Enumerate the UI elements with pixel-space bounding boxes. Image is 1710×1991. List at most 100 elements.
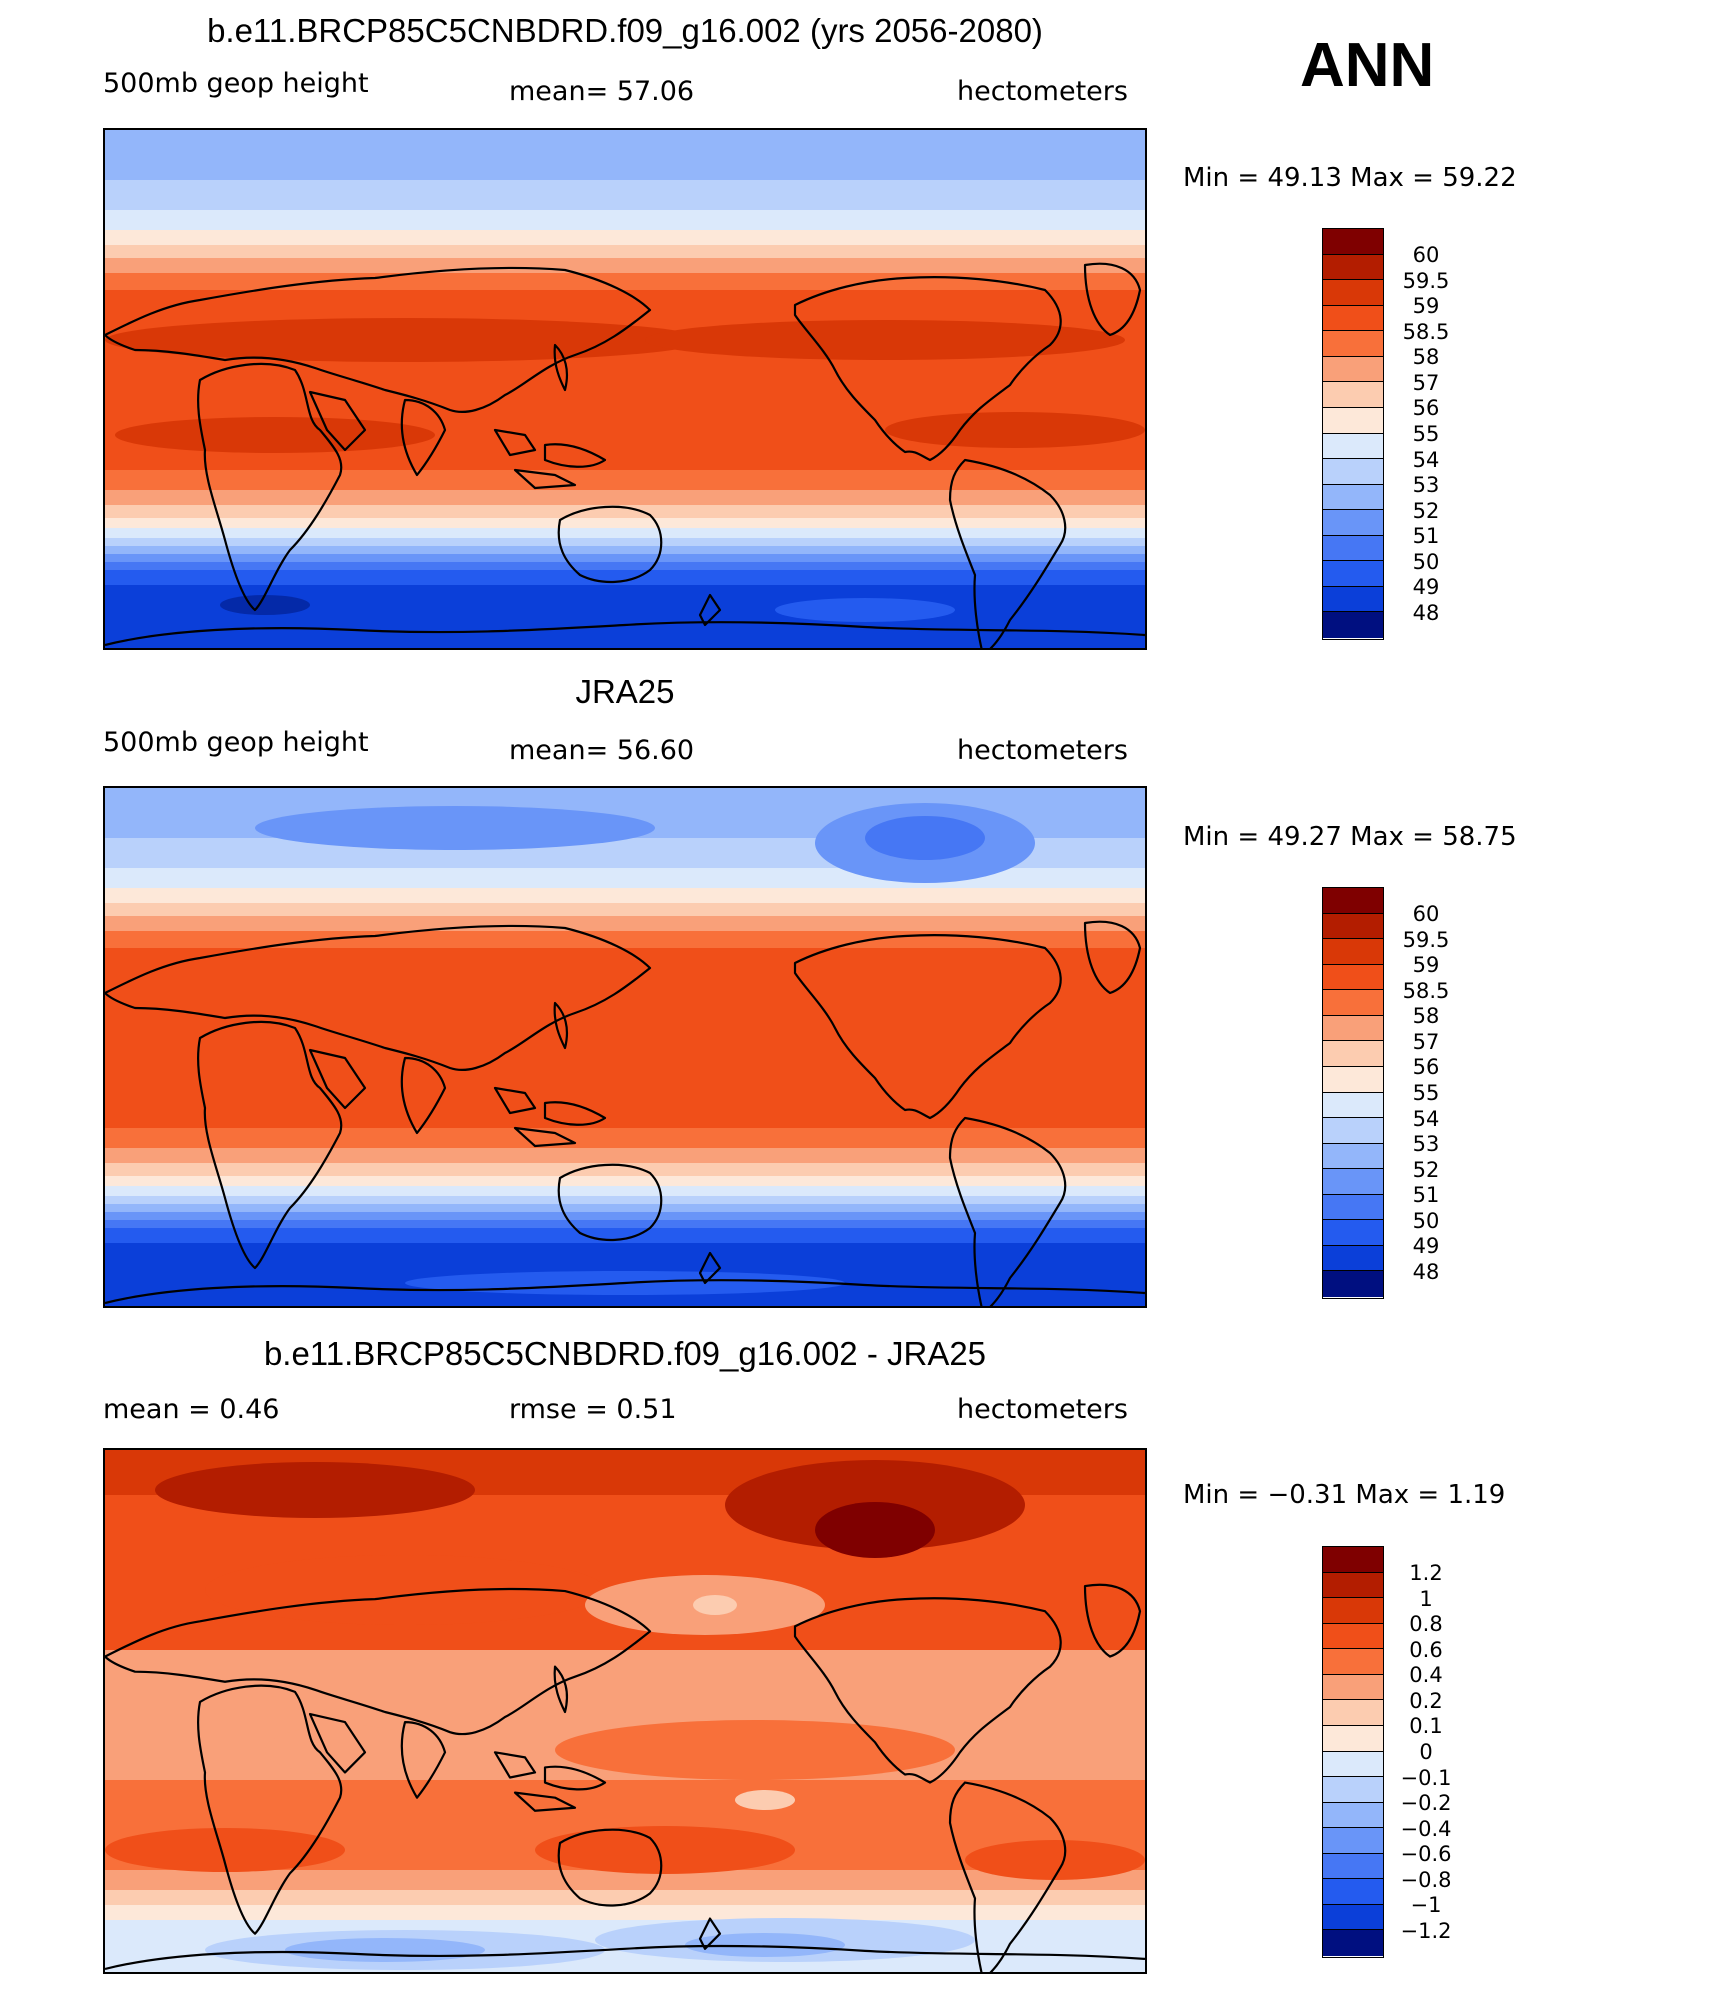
contour-blob	[775, 598, 955, 622]
contour-blob	[255, 806, 655, 850]
colorbar-label: 58	[1412, 1004, 1440, 1029]
coastline	[543, 1101, 607, 1126]
colorbar-label: 59.5	[1402, 927, 1450, 952]
colorbar-label: 48	[1412, 1259, 1440, 1284]
colorbar-label: 56	[1412, 396, 1440, 421]
colorbar-label: 0	[1419, 1740, 1433, 1764]
colorbar-swatch	[1323, 1066, 1383, 1093]
colorbar-swatch	[1323, 1271, 1383, 1297]
coastline	[1083, 920, 1142, 995]
contour-band	[105, 931, 1145, 949]
colorbar-label: 1	[1419, 1586, 1433, 1611]
colorbar-label: 53	[1412, 473, 1440, 498]
colorbar-swatch	[1323, 1802, 1383, 1829]
coastline	[557, 1828, 663, 1907]
contour-blob	[155, 1462, 475, 1518]
colorbar-label: 59	[1412, 953, 1440, 978]
coastline	[793, 276, 1062, 462]
coastline	[543, 443, 607, 468]
panel-1-mean-label: mean= 57.06	[509, 76, 695, 107]
contour-blob	[555, 1720, 955, 1780]
coastline-group	[105, 1583, 1145, 1972]
panel-1-colorbar	[1322, 228, 1384, 640]
contour-band	[105, 1228, 1145, 1244]
panel-1-contour-field	[105, 130, 1145, 648]
contour-band	[105, 1220, 1145, 1229]
colorbar-label: −1	[1410, 1893, 1442, 1918]
contour-band	[105, 273, 1145, 291]
colorbar-swatch	[1323, 1725, 1383, 1752]
coastline	[793, 1597, 1062, 1784]
colorbar-label: 54	[1412, 447, 1440, 472]
colorbar-label: 52	[1412, 1157, 1440, 1182]
panel-3-minmax: Min = −0.31 Max = 1.19	[1183, 1480, 1506, 1510]
colorbar-label: 60	[1412, 902, 1440, 927]
contour-band	[105, 230, 1145, 246]
panel-2-minmax: Min = 49.27 Max = 58.75	[1183, 822, 1517, 852]
contour-band	[105, 1148, 1145, 1164]
panel-1-title: b.e11.BRCP85C5CNBDRD.f09_g16.002 (yrs 20…	[207, 12, 1043, 49]
coastline	[513, 1126, 577, 1148]
contour-band	[105, 554, 1145, 563]
colorbar-label: 0.8	[1409, 1612, 1443, 1637]
coastline	[698, 1917, 722, 1950]
colorbar-label: 1.2	[1409, 1561, 1443, 1586]
colorbar-label: 60	[1412, 243, 1440, 268]
contour-band	[105, 538, 1145, 547]
panel-2-map	[103, 786, 1147, 1308]
coastline	[493, 1086, 537, 1115]
contour-band	[105, 1780, 1145, 1831]
colorbar-label: −0.6	[1400, 1842, 1452, 1867]
contour-band	[105, 570, 1145, 586]
colorbar-swatch	[1323, 382, 1383, 408]
contour-blob	[965, 1840, 1145, 1880]
coastline	[698, 1251, 722, 1285]
coastline	[308, 1712, 367, 1774]
contour-blob	[220, 595, 310, 615]
contour-band	[105, 1196, 1145, 1205]
contour-band	[105, 490, 1145, 506]
contour-blob	[115, 417, 435, 453]
panel-3-title: b.e11.BRCP85C5CNBDRD.f09_g16.002 - JRA25	[263, 1335, 987, 1372]
contour-band	[105, 1128, 1145, 1149]
colorbar-swatch	[1323, 1674, 1383, 1701]
coastline	[493, 1751, 537, 1779]
colorbar-swatch	[1323, 1169, 1383, 1195]
colorbar-swatch	[1323, 1751, 1383, 1778]
coastline	[197, 1020, 343, 1270]
contour-blob	[693, 1595, 737, 1615]
colorbar-swatch	[1323, 612, 1383, 638]
colorbar-label: 55	[1412, 1081, 1440, 1105]
coastline	[105, 1279, 1145, 1305]
panel-3-mean-label: mean = 0.46	[103, 1394, 280, 1425]
colorbar-label: 57	[1412, 370, 1440, 395]
colorbar-swatch	[1323, 1118, 1383, 1144]
colorbar-label: 57	[1412, 1029, 1440, 1054]
panel-1-units-label: hectometers	[957, 76, 1128, 107]
colorbar-swatch	[1323, 1777, 1383, 1803]
colorbar-label: −0.4	[1400, 1816, 1452, 1841]
colorbar-swatch	[1323, 254, 1383, 281]
coastline	[105, 1587, 652, 1736]
colorbar-label: 49	[1412, 575, 1440, 600]
contour-band	[105, 916, 1145, 932]
coastline	[557, 1163, 663, 1242]
contour-band	[105, 585, 1145, 648]
contour-band	[105, 130, 1145, 181]
panel-3-contour-field	[105, 1450, 1145, 1972]
colorbar-swatch	[1323, 229, 1383, 255]
coastline	[513, 1791, 577, 1812]
panel-3-units-label: hectometers	[957, 1394, 1128, 1425]
panel-1-variable-label: 500mb geop height	[103, 68, 369, 99]
colorbar-swatch	[1323, 1143, 1383, 1170]
colorbar-swatch	[1323, 459, 1383, 485]
coastline	[948, 458, 1067, 648]
season-label: ANN	[1300, 31, 1435, 100]
colorbar-label: 50	[1412, 549, 1440, 574]
colorbar-label: 54	[1412, 1106, 1440, 1131]
coastline	[400, 1056, 447, 1135]
panel-3-rmse-label: rmse = 0.51	[509, 1394, 677, 1425]
colorbar-swatch	[1323, 1015, 1383, 1042]
contour-band	[105, 180, 1145, 211]
colorbar-label: 55	[1412, 422, 1440, 446]
